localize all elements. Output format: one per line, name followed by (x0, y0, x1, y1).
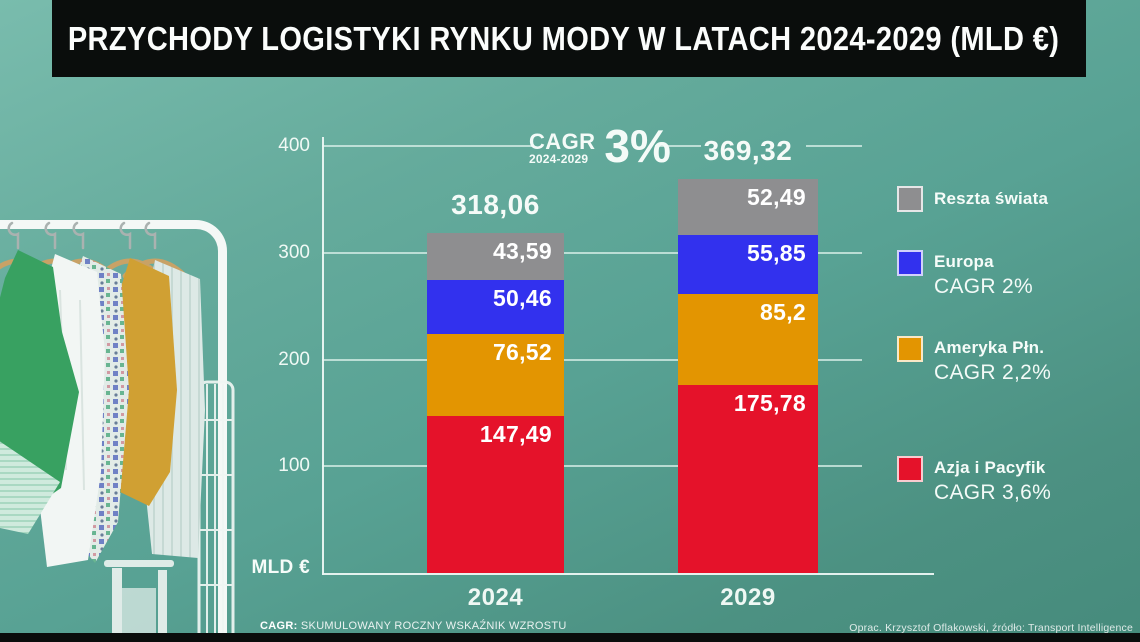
y-axis-line (322, 137, 324, 575)
segment-value-label: 147,49 (479, 420, 552, 447)
bar-segment-2024-0: 147,49 (427, 415, 564, 573)
y-tick-label-200: 200 (278, 348, 310, 370)
y-tick-label-300: 300 (278, 241, 310, 263)
legend-label: Azja i Pacyfik (934, 458, 1046, 477)
legend-item-europe: Europa CAGR 2% (897, 250, 1033, 299)
legend-swatch-red (897, 456, 923, 482)
segment-value-label: 85,2 (760, 299, 806, 326)
legend-cagr-label: CAGR 2% (934, 275, 1033, 298)
bar-segment-2029-3: 52,49 (678, 178, 818, 235)
bar-segment-2029-1: 85,2 (678, 294, 818, 386)
bar-segment-2024-2: 50,46 (427, 280, 564, 334)
source-credit: Oprac. Krzysztof Oflakowski, źródło: Tra… (849, 622, 1133, 634)
y-axis-unit-label: MLD € (251, 557, 310, 578)
gridline-100 (322, 465, 862, 468)
x-axis-line (322, 573, 934, 575)
hanger-hooks (7, 221, 157, 250)
gridline-400 (655, 145, 701, 147)
cagr-annotation-value: 3% (604, 120, 671, 172)
cagr-footnote-prefix: CAGR: (260, 620, 298, 632)
gridline-400 (806, 145, 862, 147)
bar-total-2029: 369,32 (703, 134, 793, 166)
cagr-footnote-text: SKUMULOWANY ROCZNY WSKAŹNIK WZROSTU (297, 620, 567, 632)
legend-cagr-label: CAGR 3,6% (934, 481, 1052, 504)
legend-label: Europa (934, 252, 994, 271)
segment-value-label: 50,46 (492, 285, 552, 311)
bar-segment-2024-3: 43,59 (427, 233, 564, 280)
bar-segment-2029-2: 55,85 (678, 234, 818, 295)
legend-label: Ameryka Płn. (934, 338, 1045, 357)
bar-segment-2024-1: 76,52 (427, 333, 564, 416)
x-axis-label-2024: 2024 (467, 584, 524, 611)
cagr-annotation-period: 2024-2029 (529, 152, 589, 166)
legend-item-north-america: Ameryka Płn. CAGR 2,2% (897, 336, 1051, 385)
shirt-mustard (112, 258, 177, 506)
y-tick-label-400: 400 (278, 135, 310, 156)
gridline-300 (322, 251, 862, 254)
cagr-annotation-label: CAGR (529, 129, 596, 154)
segment-value-label: 175,78 (733, 390, 806, 417)
y-tick-label-100: 100 (278, 455, 310, 477)
legend-item-rest-of-world: Reszta świata (897, 186, 1048, 212)
legend-swatch-orange (897, 336, 923, 362)
x-axis-label-2029: 2029 (720, 584, 776, 611)
segment-value-label: 52,49 (746, 183, 806, 210)
clothes-rack-photo (0, 220, 235, 642)
legend-label: Reszta świata (934, 189, 1049, 208)
cagr-annotation: CAGR 2024-2029 3% (529, 123, 671, 169)
legend-item-asia-pacific: Azja i Pacyfik CAGR 3,6% (897, 456, 1051, 505)
segment-value-label: 55,85 (746, 239, 806, 266)
page-title: PRZYCHODY LOGISTYKI RYNKU MODY W LATACH … (67, 19, 1060, 57)
title-banner: PRZYCHODY LOGISTYKI RYNKU MODY W LATACH … (52, 0, 1086, 77)
segment-value-label: 43,59 (492, 238, 552, 265)
bar-total-2024: 318,06 (451, 189, 540, 221)
gridline-200 (322, 358, 862, 361)
cagr-footnote: CAGR: SKUMULOWANY ROCZNY WSKAŹNIK WZROST… (260, 620, 567, 632)
gridline-400 (322, 145, 532, 147)
shirt-green (0, 250, 79, 534)
bar-segment-2029-0: 175,78 (678, 385, 818, 573)
legend-swatch-blue (897, 250, 923, 276)
bottom-black-strip (0, 633, 1140, 642)
legend-swatch-gray (897, 186, 923, 212)
segment-value-label: 76,52 (492, 338, 552, 365)
legend-cagr-label: CAGR 2,2% (934, 361, 1052, 384)
